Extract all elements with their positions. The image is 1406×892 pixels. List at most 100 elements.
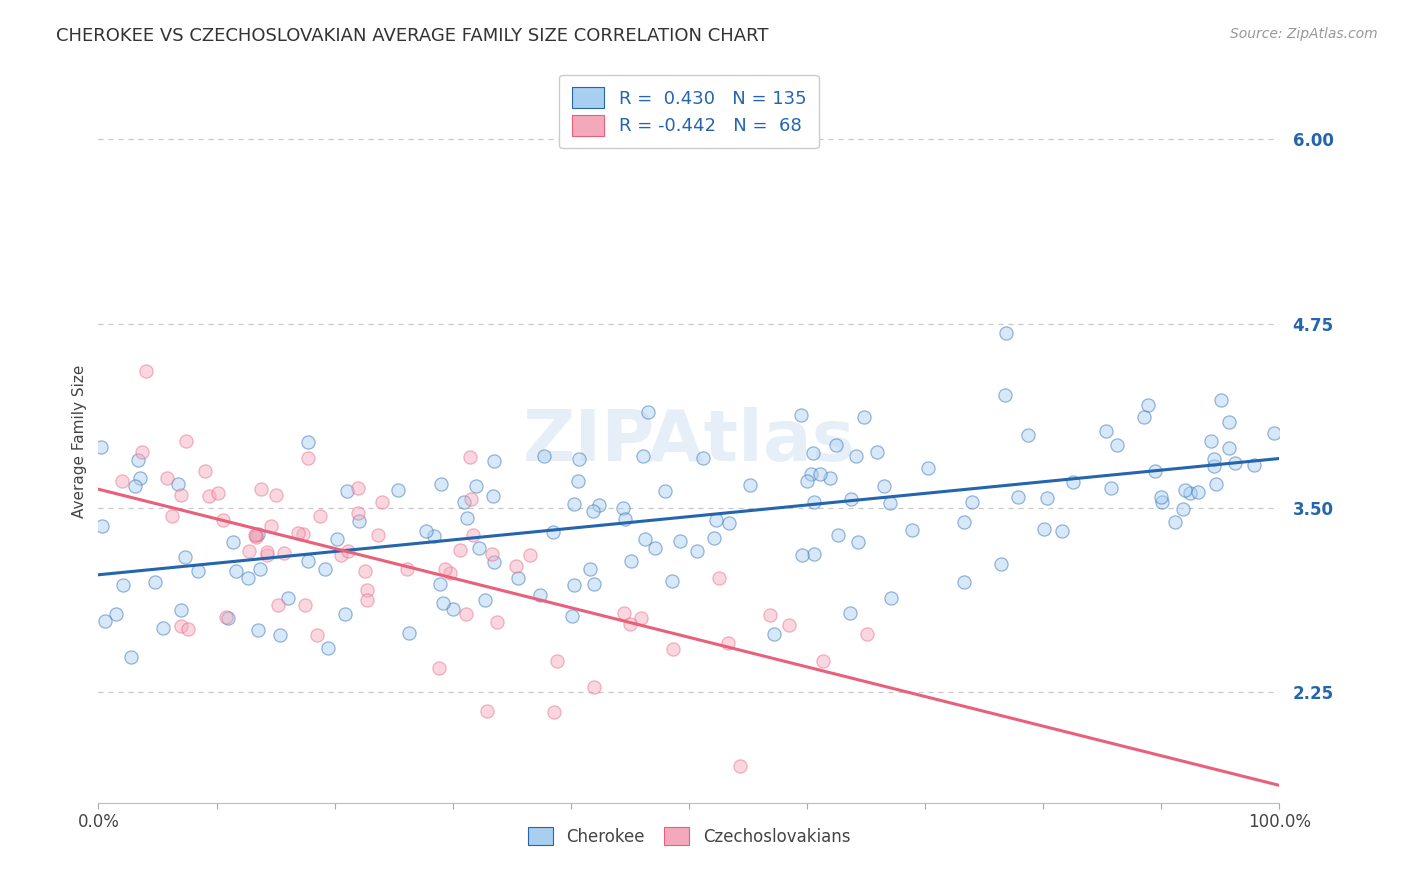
Point <box>1199 434 1222 448</box>
Point <box>803 547 825 561</box>
Point <box>292 527 315 541</box>
Point <box>613 512 636 526</box>
Point <box>1017 427 1039 442</box>
Point <box>759 607 782 622</box>
Point <box>962 495 984 509</box>
Point <box>127 453 149 467</box>
Point <box>249 562 271 576</box>
Point <box>449 542 471 557</box>
Point <box>1202 459 1225 474</box>
Point <box>336 544 359 558</box>
Point <box>346 506 368 520</box>
Point <box>318 640 340 655</box>
Point <box>852 409 875 424</box>
Point <box>433 562 456 576</box>
Point <box>91 519 114 533</box>
Point <box>561 608 583 623</box>
Point <box>120 649 142 664</box>
Point <box>825 438 848 452</box>
Point <box>441 602 464 616</box>
Point <box>1209 393 1232 408</box>
Point <box>174 434 197 448</box>
Point <box>111 474 134 488</box>
Point <box>477 704 499 718</box>
Text: CHEROKEE VS CZECHOSLOVAKIAN AVERAGE FAMILY SIZE CORRELATION CHART: CHEROKEE VS CZECHOSLOVAKIAN AVERAGE FAMI… <box>56 27 769 45</box>
Point <box>790 408 813 422</box>
Point <box>269 628 291 642</box>
Point <box>692 450 714 465</box>
Point <box>1152 495 1174 509</box>
Point <box>1105 437 1128 451</box>
Point <box>187 564 209 578</box>
Point <box>162 508 184 523</box>
Point <box>669 533 692 548</box>
Point <box>415 524 437 538</box>
Point <box>703 531 725 545</box>
Point <box>505 559 527 574</box>
Point <box>111 578 134 592</box>
Point <box>800 467 823 481</box>
Text: ZIPAtlas: ZIPAtlas <box>523 407 855 476</box>
Point <box>170 618 193 632</box>
Point <box>215 610 238 624</box>
Point <box>245 527 267 541</box>
Point <box>1033 522 1056 536</box>
Point <box>1202 452 1225 467</box>
Point <box>845 449 868 463</box>
Point <box>1007 490 1029 504</box>
Point <box>637 405 659 419</box>
Point <box>546 654 568 668</box>
Point <box>367 528 389 542</box>
Point <box>460 492 482 507</box>
Point <box>135 364 157 378</box>
Point <box>619 616 641 631</box>
Point <box>562 578 585 592</box>
Point <box>953 515 976 529</box>
Point <box>583 680 606 694</box>
Point <box>717 516 740 531</box>
Point <box>353 564 375 578</box>
Point <box>333 607 356 621</box>
Point <box>277 591 299 605</box>
Point <box>170 488 193 502</box>
Point <box>562 497 585 511</box>
Point <box>1187 484 1209 499</box>
Point <box>124 479 146 493</box>
Point <box>309 508 332 523</box>
Point <box>371 495 394 509</box>
Point <box>429 577 451 591</box>
Point <box>620 554 643 568</box>
Point <box>706 513 728 527</box>
Point <box>579 562 602 576</box>
Point <box>1136 398 1159 412</box>
Point <box>152 621 174 635</box>
Point <box>543 525 565 540</box>
Point <box>256 545 278 559</box>
Point <box>336 483 359 498</box>
Point <box>238 544 260 558</box>
Point <box>326 533 349 547</box>
Point <box>145 575 167 590</box>
Point <box>398 626 420 640</box>
Point <box>1036 491 1059 505</box>
Point <box>654 483 676 498</box>
Point <box>790 548 813 562</box>
Point <box>588 498 610 512</box>
Point <box>212 513 235 527</box>
Point <box>917 460 939 475</box>
Point <box>174 550 197 565</box>
Point <box>866 445 889 459</box>
Point <box>901 523 924 537</box>
Point <box>330 549 353 563</box>
Point <box>873 478 896 492</box>
Point <box>177 622 200 636</box>
Point <box>838 607 860 621</box>
Point <box>464 479 486 493</box>
Point <box>1099 481 1122 495</box>
Point <box>1263 425 1285 440</box>
Point <box>568 452 591 467</box>
Point <box>294 598 316 612</box>
Point <box>486 615 509 629</box>
Point <box>273 546 295 560</box>
Point <box>236 571 259 585</box>
